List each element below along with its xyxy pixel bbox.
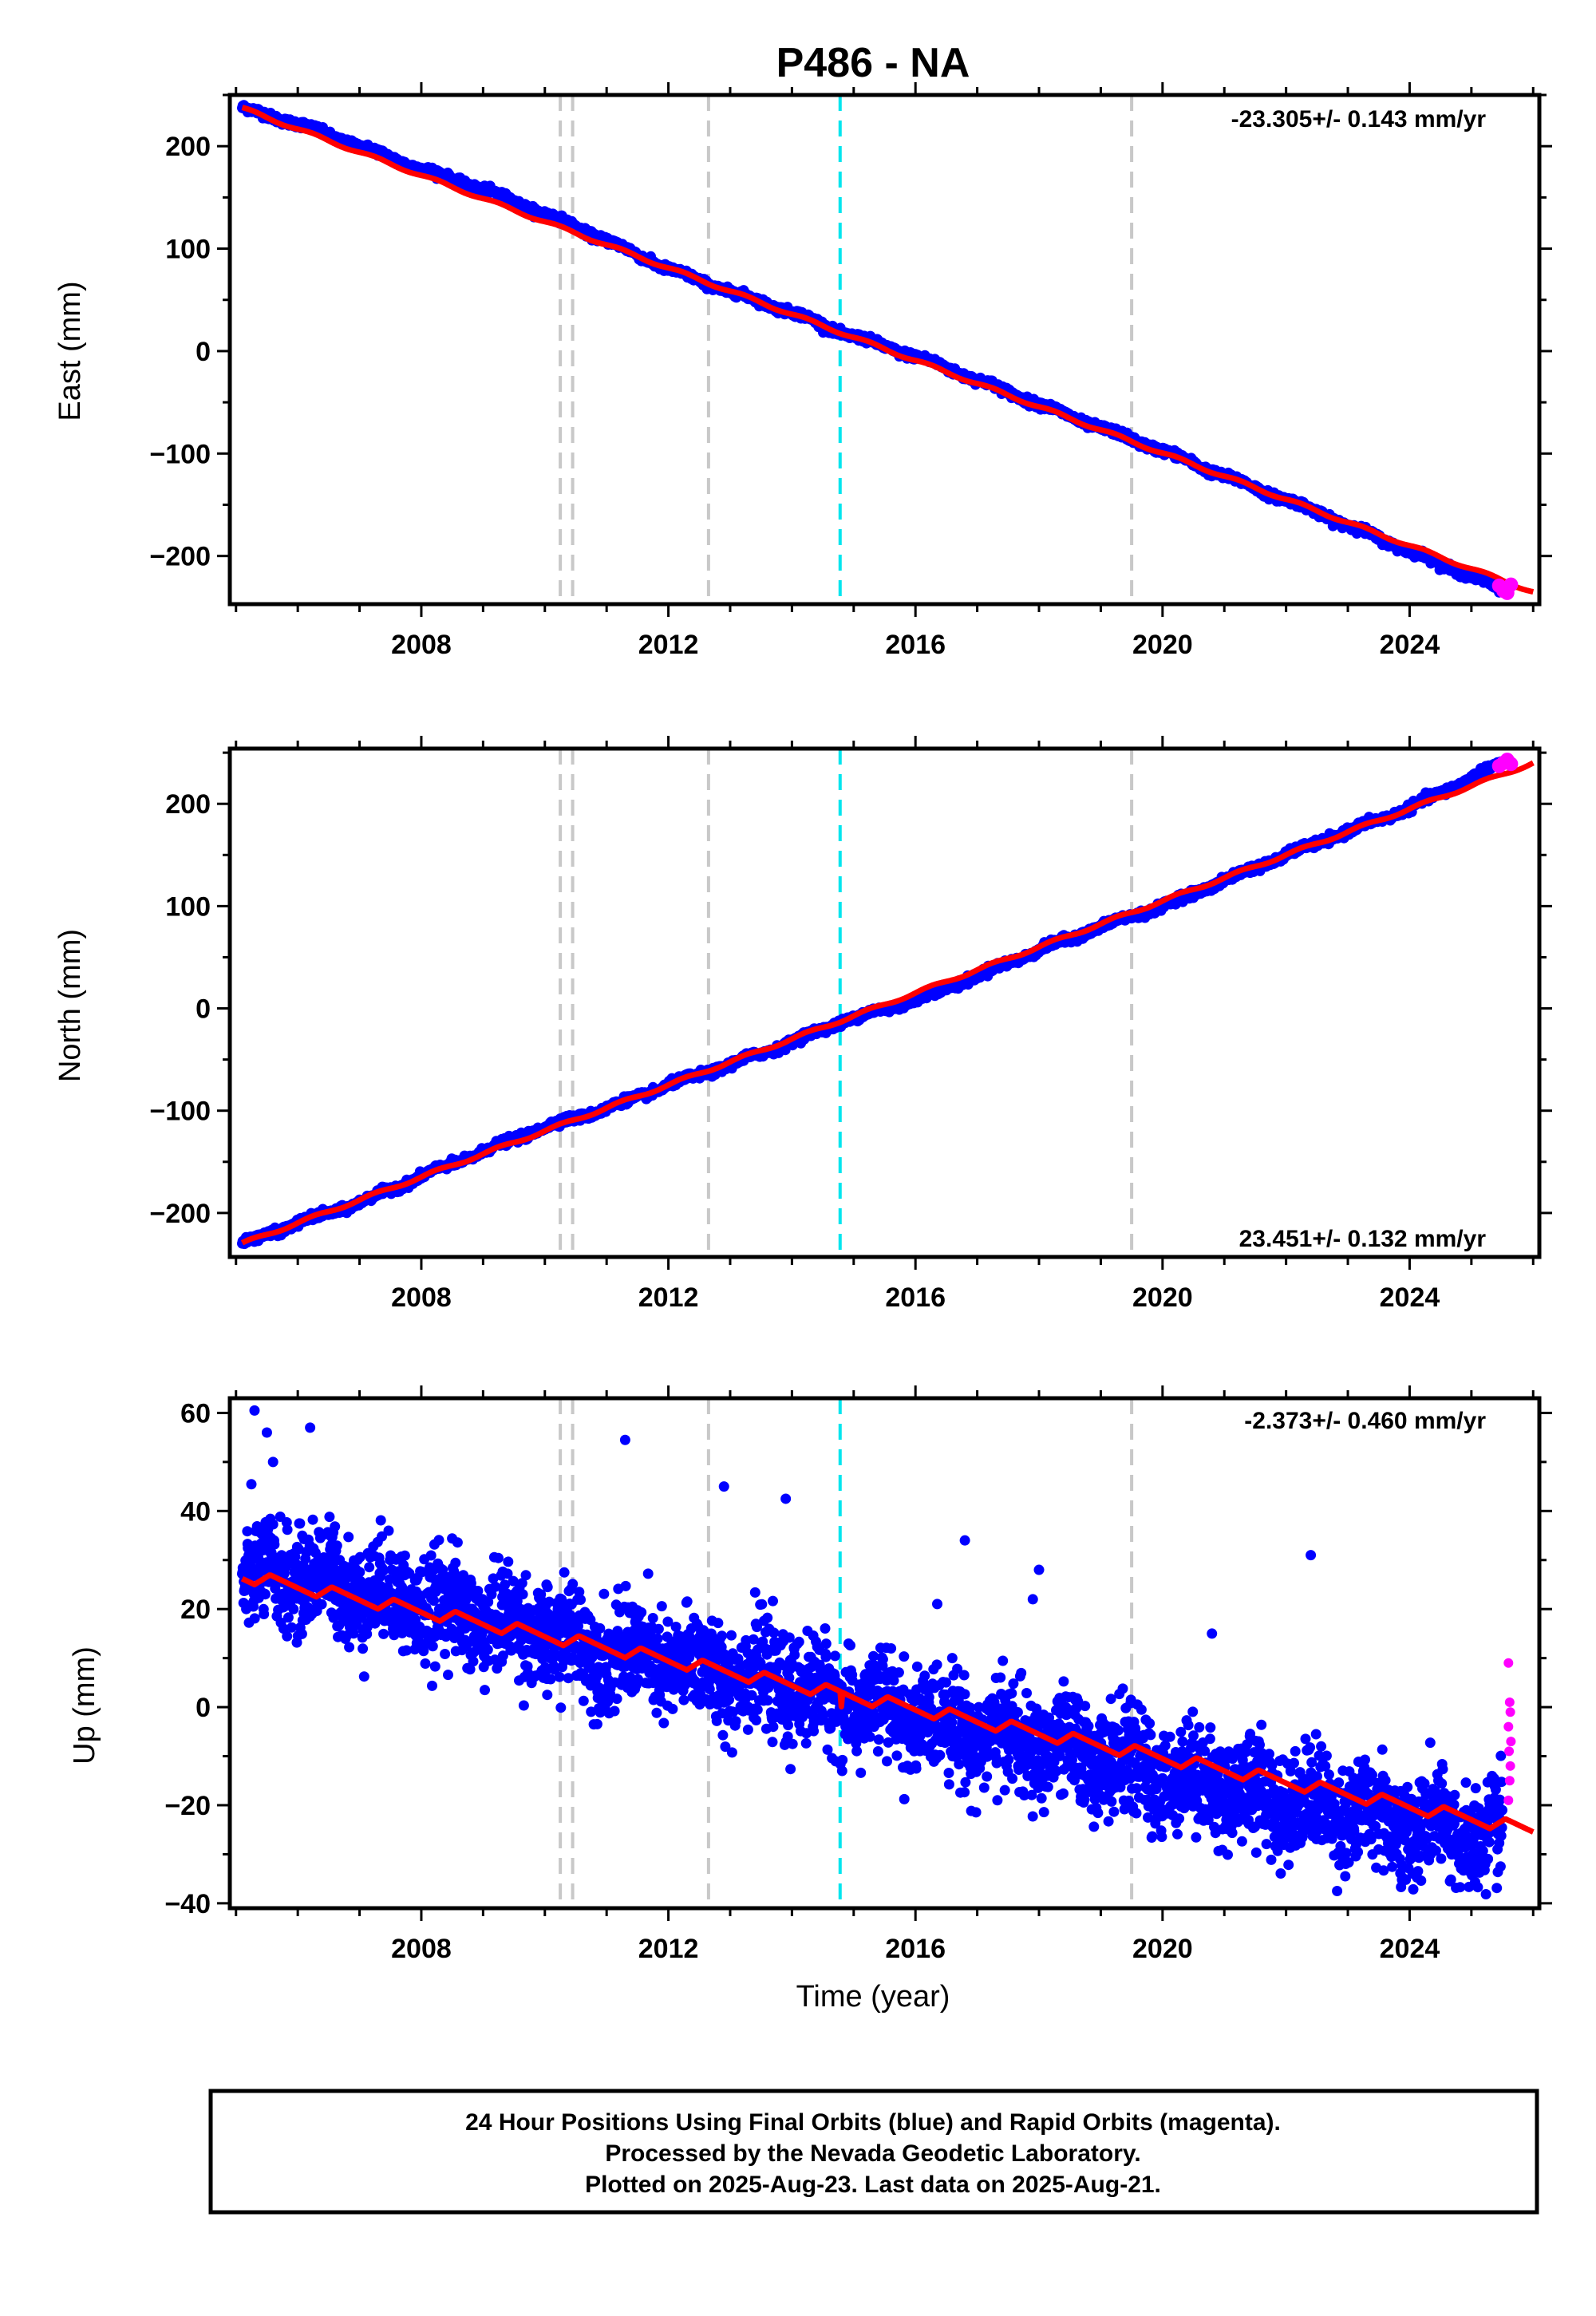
y-axis: −200 −100 0 100 200 (149, 93, 1552, 572)
model-fit-line (240, 105, 1535, 595)
x-tick-label: 2024 (1380, 1282, 1440, 1313)
final-orbit-point (296, 1628, 307, 1639)
y-tick-label: −100 (149, 439, 211, 469)
x-tick-label: 2008 (391, 630, 452, 660)
final-orbit-point (267, 1519, 279, 1530)
x-tick-label: 2020 (1132, 1282, 1193, 1313)
final-orbit-point (246, 1479, 257, 1490)
final-orbit-point (316, 1599, 327, 1610)
east-rate-label: -23.305+/- 0.143 mm/yr (1231, 106, 1487, 132)
figure-title: P486 - NA (776, 40, 970, 86)
time-xlabel: Time (year) (796, 1980, 950, 2014)
final-orbit-point (282, 1524, 293, 1535)
up-ylabel: Up (mm) (68, 1646, 101, 1765)
north-panel: North (mm) 23.451+/- 0.132 mm/yr 2008 201… (53, 736, 1552, 1313)
y-tick-label: 0 (196, 994, 211, 1025)
plot-area (237, 749, 1535, 1257)
final-orbit-point (269, 1539, 280, 1550)
east-ylabel: East (mm) (53, 281, 87, 421)
y-tick-label: −200 (149, 1199, 211, 1229)
y-tick-label: −100 (149, 1097, 211, 1127)
final-orbit-points (237, 1405, 1507, 1899)
x-tick-label: 2008 (391, 1282, 452, 1313)
rapid-orbit-point (1503, 757, 1519, 772)
x-tick-label: 2024 (1380, 630, 1440, 660)
final-orbit-point (249, 1613, 260, 1624)
y-tick-label: 0 (196, 337, 211, 367)
x-tick-label: 2012 (638, 1282, 699, 1313)
x-tick-label: 2012 (638, 630, 699, 660)
x-tick-label: 2016 (885, 630, 946, 660)
up-panel: Up (mm) -2.373+/- 0.460 mm/yr Time (year… (68, 1385, 1552, 2014)
north-rate-label: 23.451+/- 0.132 mm/yr (1239, 1226, 1487, 1252)
y-tick-label: 100 (165, 235, 211, 265)
east-panel: East (mm) -23.305+/- 0.143 mm/yr 2008 201… (53, 82, 1552, 660)
rapid-orbit-point (1503, 577, 1519, 592)
y-tick-label: −200 (149, 542, 211, 572)
x-tick-label: 2016 (885, 1282, 946, 1313)
north-ylabel: North (mm) (53, 929, 87, 1082)
final-orbit-point (307, 1514, 318, 1525)
x-axis: 2008 2012 2016 2020 2024 (235, 82, 1535, 660)
x-tick-label: 2020 (1132, 630, 1193, 660)
plot-frame (227, 93, 1542, 607)
model-fit-line (240, 760, 1535, 1246)
up-rate-label: -2.373+/- 0.460 mm/yr (1244, 1408, 1486, 1434)
y-tick-label: 100 (165, 891, 211, 922)
final-orbit-point (294, 1518, 306, 1529)
y-tick-label: 200 (165, 789, 211, 820)
final-orbit-point (288, 1603, 299, 1614)
y-tick-label: 200 (165, 132, 211, 162)
rapid-orbit-points (1491, 577, 1519, 600)
plot-area (237, 95, 1535, 604)
y-axis: −200 −100 0 100 200 (149, 751, 1552, 1229)
plot-area (237, 1398, 1535, 1908)
final-orbit-point (259, 1609, 270, 1619)
final-orbit-point (282, 1630, 293, 1642)
rapid-orbit-points (1491, 753, 1519, 773)
final-orbit-point (259, 1589, 271, 1600)
final-orbit-point (324, 1512, 335, 1523)
